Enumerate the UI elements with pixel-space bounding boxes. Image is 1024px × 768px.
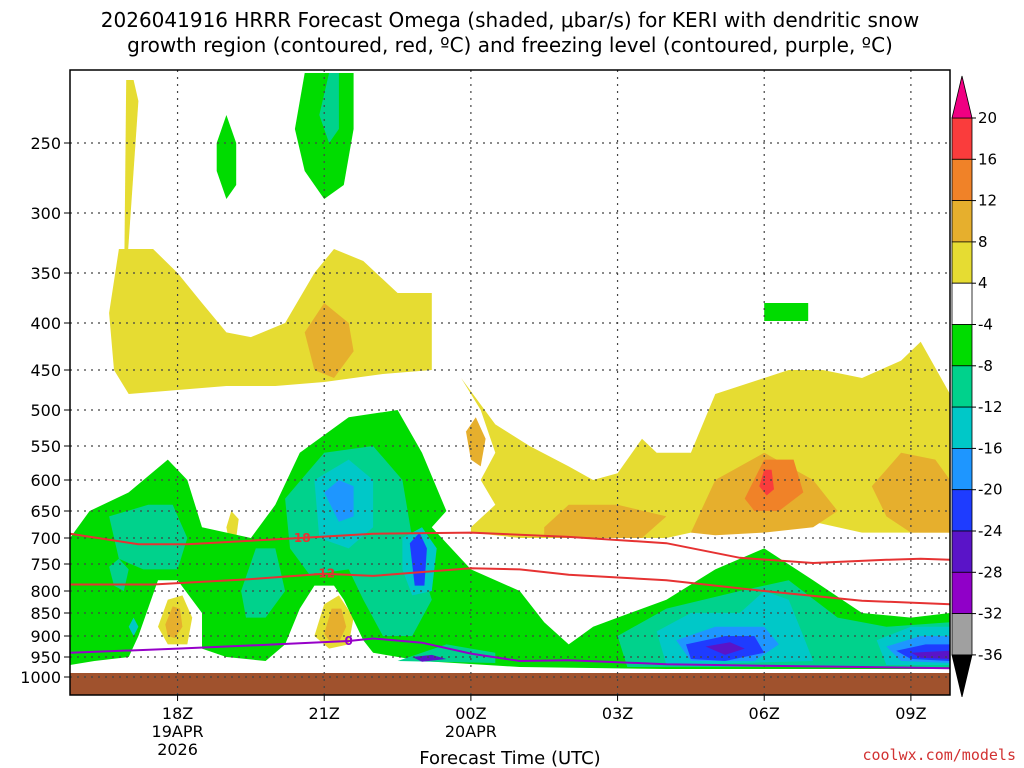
colorbar-bin-16 to 20 [951, 117, 973, 160]
omega-region-1 [461, 341, 950, 538]
y-tick-label-900: 900 [30, 627, 61, 646]
y-tick-label-500: 500 [30, 401, 61, 420]
omega-region-7 [871, 452, 950, 533]
omega-region-5 [544, 504, 667, 538]
omega-region-18 [241, 548, 286, 618]
omega-region-0 [109, 249, 432, 394]
colorbar-bin--8 to -4 [951, 324, 973, 367]
omega-region-2 [123, 80, 139, 313]
omega-region-4 [466, 417, 486, 467]
colorbar-label-5: -4 [978, 316, 993, 334]
x-tick-label-00Z-1: 20APR [445, 722, 497, 741]
colorbar-label-3: 8 [978, 233, 988, 251]
colorbar-bin--12 to -8 [951, 365, 973, 408]
contour-line-2 [70, 637, 950, 670]
x-tick-label-06Z-0: 06Z [749, 704, 780, 723]
omega-region-39 [764, 303, 809, 321]
y-tick-label-250: 250 [30, 134, 61, 153]
x-axis-title: Forecast Time (UTC) [419, 748, 600, 768]
colorbar-label-7: -12 [978, 398, 1003, 416]
x-tick-label-00Z-0: 00Z [455, 704, 486, 723]
colorbar-label-1: 16 [978, 150, 997, 168]
colorbar-label-6: -8 [978, 357, 993, 375]
colorbar-bin--36 to -32 [951, 613, 973, 656]
y-tick-label-550: 550 [30, 437, 61, 456]
colorbar-label-2: 12 [978, 192, 997, 210]
omega-region-32 [910, 650, 950, 659]
x-tick-label-18Z-2: 2026 [157, 740, 198, 759]
colorbar-cap-bottom [951, 654, 973, 697]
omega-shading [70, 73, 950, 669]
x-tick-label-21Z-0: 21Z [309, 704, 340, 723]
omega-region-38 [319, 73, 339, 143]
omega-region-37 [294, 73, 354, 199]
colorbar-label-0: 20 [978, 109, 997, 127]
omega-region-3 [304, 303, 354, 378]
y-tick-label-650: 650 [30, 502, 61, 521]
colorbar-label-13: -36 [978, 646, 1003, 664]
colorbar-bin--32 to -28 [951, 571, 973, 614]
omega-region-31 [705, 642, 745, 655]
y-tick-label-300: 300 [30, 204, 61, 223]
omega-region-25 [324, 480, 354, 522]
colorbar-bin--4 to 4 [951, 282, 973, 325]
omega-region-36 [216, 115, 237, 199]
chart-title-line-2: growth region (contoured, red, ºC) and f… [127, 33, 893, 57]
ground-below-surface [70, 673, 950, 695]
colorbar-label-4: 4 [978, 274, 988, 292]
colorbar-bin--16 to -12 [951, 406, 973, 449]
y-tick-label-800: 800 [30, 582, 61, 601]
colorbar-bin-12 to 16 [951, 158, 973, 202]
omega-region-14 [226, 511, 239, 541]
y-axis-pressure: 250 300 350 400 450 500 550 600 650 700 750 800 850 9… [20, 134, 70, 687]
colorbar-bin--20 to -16 [951, 447, 973, 491]
contour-label-1: -12 [313, 567, 335, 581]
x-tick-label-18Z-0: 18Z [162, 704, 193, 723]
y-tick-label-850: 850 [30, 604, 61, 623]
omega-region-16 [109, 504, 188, 570]
y-tick-label-700: 700 [30, 529, 61, 548]
colorbar-label-10: -24 [978, 522, 1003, 540]
y-tick-label-400: 400 [30, 314, 61, 333]
y-tick-label-1000: 1000 [20, 668, 61, 687]
x-tick-label-09Z-0: 09Z [895, 704, 926, 723]
plot-area: -18 -12 0 [69, 69, 951, 696]
colorbar-label-9: -20 [978, 481, 1003, 499]
omega-region-35 [128, 617, 139, 636]
y-tick-label-950: 950 [30, 648, 61, 667]
x-tick-label-03Z-0: 03Z [602, 704, 633, 723]
colorbar-label-8: -16 [978, 439, 1003, 457]
temperature-contours: -18 -12 0 [70, 531, 950, 670]
chart-title-line-1: 2026041916 HRRR Forecast Omega (shaded, … [101, 8, 919, 32]
y-tick-label-600: 600 [30, 471, 61, 490]
colorbar-cap-top [951, 75, 973, 119]
omega-region-9 [759, 469, 774, 496]
colorbar: 20 16 12 8 4 -4 -8 -12 -16 -20 -24 -28 -32 -36 [951, 75, 1003, 697]
colorbar-bin--28 to -24 [951, 530, 973, 573]
contour-label-2: 0 [344, 634, 352, 648]
x-tick-label-18Z-1: 19APR [152, 722, 204, 741]
colorbar-bin--24 to -20 [951, 489, 973, 532]
colorbar-label-11: -28 [978, 563, 1003, 581]
y-tick-label-350: 350 [30, 264, 61, 283]
contour-label-0: -18 [289, 531, 311, 545]
contour-line-1 [70, 567, 950, 606]
credit-link[interactable]: coolwx.com/models [862, 746, 1016, 764]
colorbar-label-12: -32 [978, 605, 1003, 623]
y-tick-label-750: 750 [30, 555, 61, 574]
plot-frame [69, 69, 951, 696]
contour-line-0 [70, 531, 950, 565]
y-tick-label-450: 450 [30, 361, 61, 380]
omega-region-13 [324, 608, 347, 643]
omega-region-8 [744, 459, 804, 511]
colorbar-bin-8 to 12 [951, 200, 973, 243]
colorbar-bin-4 to 8 [951, 241, 973, 284]
omega-region-34 [109, 558, 129, 591]
